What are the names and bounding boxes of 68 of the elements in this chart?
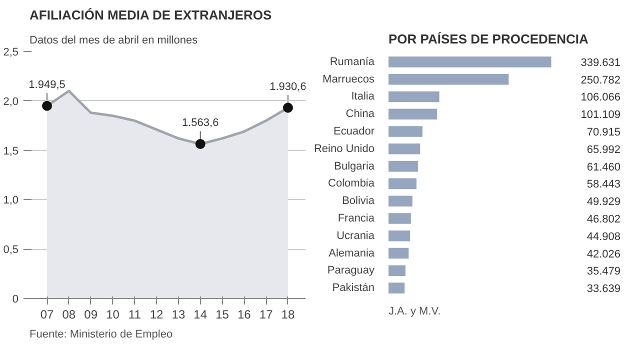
data-label: 49.929 — [586, 196, 621, 208]
data-label: 42.026 — [586, 248, 621, 260]
y-tick-label: 1,0 — [3, 194, 19, 207]
bar — [388, 248, 409, 259]
x-tick-label: 11 — [128, 308, 142, 322]
chart-subtitle: Datos del mes de abril en millones — [30, 34, 198, 46]
data-label: 70.915 — [586, 126, 621, 139]
y-tick-label: Colombia — [328, 178, 376, 190]
y-tick-label: Reino Unido — [314, 142, 375, 155]
y-tick-label: Pakistán — [332, 282, 375, 294]
bar — [388, 56, 552, 68]
x-tick-label: 13 — [172, 308, 186, 322]
chart-title: POR PAÍSES DE PROCEDENCIA — [388, 32, 589, 46]
annotation: 1.949,5 — [28, 78, 66, 91]
y-tick-label: Rumanía — [330, 56, 376, 68]
data-label: 101.109 — [580, 109, 621, 122]
bar — [388, 74, 509, 85]
bar — [388, 196, 412, 206]
bar — [388, 144, 420, 154]
data-label: 35.479 — [586, 266, 621, 278]
x-tick-label: 08 — [62, 308, 76, 322]
annotation: 1.563,6 — [182, 117, 219, 130]
x-tick-label: 16 — [237, 308, 252, 322]
text: J.A. y M.V. — [388, 306, 441, 318]
x-tick-label: 15 — [216, 308, 230, 322]
y-tick-label: Bulgaria — [334, 160, 376, 172]
data-label: 33.639 — [586, 283, 621, 296]
data-label: 58.443 — [586, 178, 621, 191]
x-tick-label: 07 — [40, 308, 54, 322]
bar — [388, 230, 410, 242]
y-tick-label: 0 — [12, 294, 19, 306]
bar — [388, 178, 417, 190]
x-tick-label: 10 — [106, 308, 120, 322]
bar — [388, 282, 405, 294]
bar — [388, 91, 440, 102]
y-tick-label: Ecuador — [334, 126, 375, 138]
y-tick-label: Paraguay — [327, 264, 375, 277]
x-tick-label: 12 — [150, 308, 164, 322]
y-tick-label: 0,5 — [3, 244, 19, 256]
bar — [388, 160, 418, 172]
y-tick-label: 2,0 — [3, 96, 19, 108]
y-tick-label: Marruecos — [322, 73, 375, 86]
y-tick-label: Alemania — [328, 247, 376, 260]
data-label: 106.066 — [580, 92, 621, 104]
y-tick-label: Italia — [351, 90, 376, 103]
data-label: 61.460 — [586, 161, 621, 174]
data-label: 339.631 — [580, 56, 621, 69]
chart-title: AFILIACIÓN MEDIA DE EXTRANJEROS — [30, 8, 272, 22]
data-label: 44.908 — [586, 230, 621, 243]
data-label: 250.782 — [580, 74, 621, 86]
x-tick-label: 17 — [259, 308, 274, 322]
data-label: 46.802 — [586, 213, 621, 226]
source-note: Fuente: Ministerio de Empleo — [30, 328, 173, 340]
bar — [388, 126, 422, 137]
y-tick-label: 2,5 — [3, 46, 19, 58]
y-tick-label: Francia — [338, 212, 376, 224]
annotation: 1.930,6 — [270, 80, 306, 93]
y-tick-label: Bolivia — [342, 195, 376, 208]
x-tick-label: 14 — [194, 308, 208, 322]
x-tick-label: 09 — [84, 308, 98, 322]
y-tick-label: China — [346, 108, 376, 120]
x-tick-label: 18 — [281, 308, 295, 322]
bar — [388, 108, 437, 120]
bar — [388, 265, 406, 276]
data-label: 65.992 — [586, 144, 621, 156]
bar — [388, 213, 411, 224]
y-tick-label: Ucrania — [336, 230, 376, 242]
y-tick-label: 1,5 — [3, 145, 19, 158]
